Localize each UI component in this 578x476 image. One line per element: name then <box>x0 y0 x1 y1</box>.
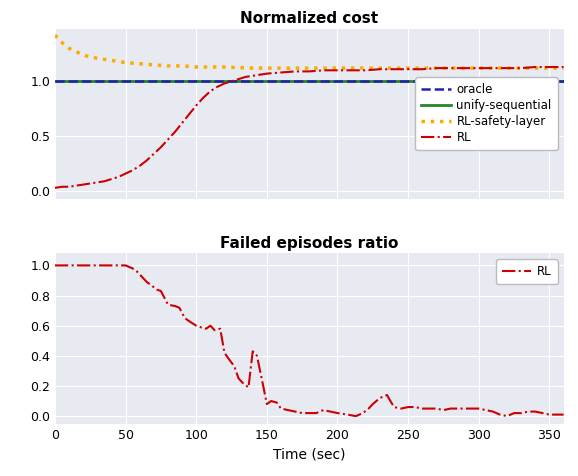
RL-safety-layer <box>73 49 80 54</box>
RL-safety-layer <box>503 65 510 71</box>
Line: RL: RL <box>55 266 564 416</box>
Title: Failed episodes ratio: Failed episodes ratio <box>220 236 398 251</box>
RL <box>225 356 232 362</box>
RL <box>231 364 238 369</box>
Legend: RL: RL <box>496 259 558 284</box>
RL <box>560 64 567 70</box>
RL <box>320 407 327 413</box>
X-axis label: Time (sec): Time (sec) <box>273 447 346 461</box>
RL-safety-layer <box>334 65 341 71</box>
RL-safety-layer <box>80 52 87 58</box>
RL <box>560 412 567 417</box>
RL <box>353 413 360 419</box>
RL-safety-layer <box>391 65 398 71</box>
Line: RL-safety-layer: RL-safety-layer <box>55 35 564 68</box>
RL-safety-layer <box>101 57 108 62</box>
RL-safety-layer <box>115 59 122 64</box>
RL-safety-layer <box>136 61 143 67</box>
RL-safety-layer <box>192 64 199 70</box>
RL-safety-layer <box>65 46 72 51</box>
RL <box>129 168 136 173</box>
RL <box>546 64 553 70</box>
RL-safety-layer <box>306 65 313 71</box>
RL-safety-layer <box>221 64 228 70</box>
RL-safety-layer <box>249 65 256 71</box>
RL <box>157 144 164 150</box>
RL-safety-layer <box>122 60 129 66</box>
RL-safety-layer <box>447 65 454 71</box>
RL <box>532 64 539 70</box>
RL-safety-layer <box>179 63 186 69</box>
RL-safety-layer <box>419 65 426 71</box>
RL-safety-layer <box>60 41 67 47</box>
RL <box>254 353 261 359</box>
RL <box>51 185 58 191</box>
Title: Normalized cost: Normalized cost <box>240 11 378 26</box>
RL <box>264 401 271 407</box>
RL <box>51 263 58 268</box>
Legend: oracle, unify-sequential, RL-safety-layer, RL: oracle, unify-sequential, RL-safety-laye… <box>415 78 558 150</box>
RL-safety-layer <box>560 65 567 71</box>
RL <box>176 305 183 310</box>
RL-safety-layer <box>532 65 539 71</box>
RL-safety-layer <box>362 65 369 71</box>
RL-safety-layer <box>150 62 157 68</box>
RL-safety-layer <box>87 54 94 60</box>
RL-safety-layer <box>55 37 62 42</box>
RL <box>362 68 369 73</box>
RL-safety-layer <box>165 63 172 69</box>
RL <box>320 68 327 73</box>
RL <box>165 137 172 142</box>
Line: RL: RL <box>55 67 564 188</box>
RL-safety-layer <box>51 32 58 38</box>
RL-safety-layer <box>277 65 284 71</box>
RL-safety-layer <box>475 65 482 71</box>
RL-safety-layer <box>108 58 115 63</box>
RL-safety-layer <box>94 55 101 61</box>
